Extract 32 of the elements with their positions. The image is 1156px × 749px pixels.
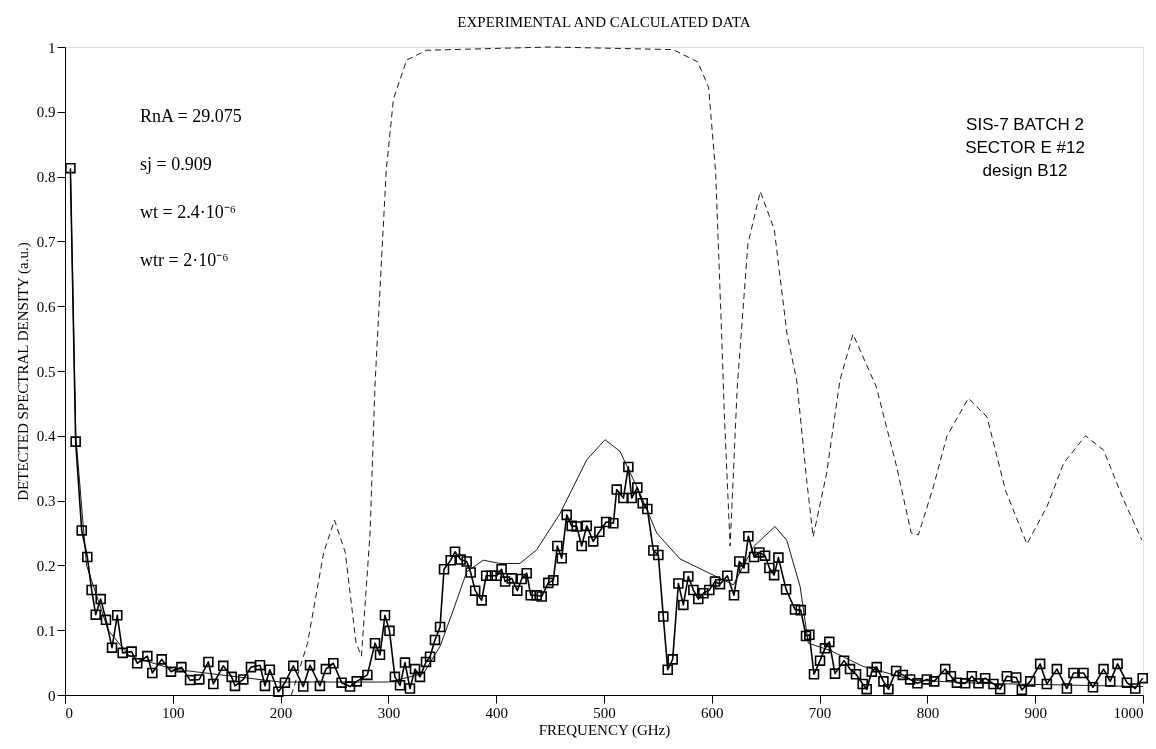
x-tick-label: 800: [916, 704, 940, 721]
y-tick-label: 0.8: [36, 169, 56, 186]
x-tick-label: 600: [701, 704, 724, 721]
y-tick-label: 0.7: [36, 233, 56, 250]
x-tick-label: 1000: [1113, 704, 1144, 721]
y-tick-label: 0.3: [36, 493, 56, 510]
x-tick-label: 700: [808, 704, 832, 721]
x-tick-label: 0: [65, 704, 73, 721]
x-tick-label: 900: [1024, 704, 1047, 721]
annotation: SECTOR E #12: [965, 138, 1085, 157]
chart-title: EXPERIMENTAL AND CALCULATED DATA: [457, 14, 751, 30]
annotation: design B12: [982, 161, 1068, 180]
y-tick-label: 0.5: [36, 363, 56, 380]
annotation: sj = 0.909: [140, 154, 212, 174]
annotation: RnA = 29.075: [140, 106, 242, 126]
y-tick-label: 0.2: [36, 557, 56, 574]
y-tick-label: 0.4: [36, 428, 56, 445]
annotation: wtr = 2·10⁻⁶: [140, 250, 229, 270]
y-tick-label: 0.6: [36, 298, 56, 315]
y-axis-title: DETECTED SPECTRAL DENSITY (a.u.): [14, 242, 32, 501]
x-tick-label: 400: [485, 704, 508, 721]
annotation: wt = 2.4·10⁻⁶: [140, 202, 236, 222]
annotation: SIS-7 BATCH 2: [966, 115, 1084, 134]
x-tick-label: 500: [593, 704, 616, 721]
x-tick-label: 300: [377, 704, 401, 721]
y-tick-label: 0.9: [36, 104, 56, 121]
y-tick-label: 0: [48, 687, 56, 704]
y-tick-label: 0.1: [36, 622, 56, 639]
y-tick-label: 1: [48, 39, 56, 56]
x-tick-label: 200: [269, 704, 293, 721]
x-axis-title: FREQUENCY (GHz): [538, 721, 671, 739]
x-tick-label: 100: [162, 704, 185, 721]
